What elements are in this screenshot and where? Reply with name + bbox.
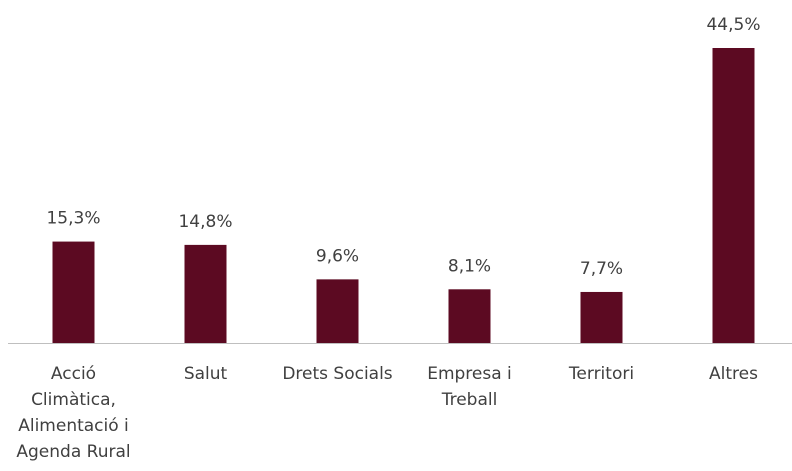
value-label: 44,5% (706, 15, 760, 35)
x-tick-label: Salut (183, 364, 228, 384)
value-label: 8,1% (448, 256, 491, 276)
x-tick-label: Empresa i Treball (427, 364, 512, 410)
value-label: 14,8% (178, 212, 232, 232)
x-tick-label: Drets Socials (282, 364, 393, 384)
bar (316, 279, 359, 343)
x-tick-label: Altres (709, 364, 758, 384)
bar (184, 244, 227, 343)
x-tick-label: Territori (568, 364, 635, 384)
bar (52, 241, 95, 343)
bar (448, 289, 491, 343)
bar (580, 291, 623, 343)
bar (712, 48, 755, 343)
value-label: 15,3% (46, 209, 100, 229)
x-tick-label: Acció Climàtica, Alimentació i Agenda Ru… (16, 364, 131, 462)
value-label: 9,6% (316, 246, 359, 266)
value-label: 7,7% (580, 259, 623, 279)
